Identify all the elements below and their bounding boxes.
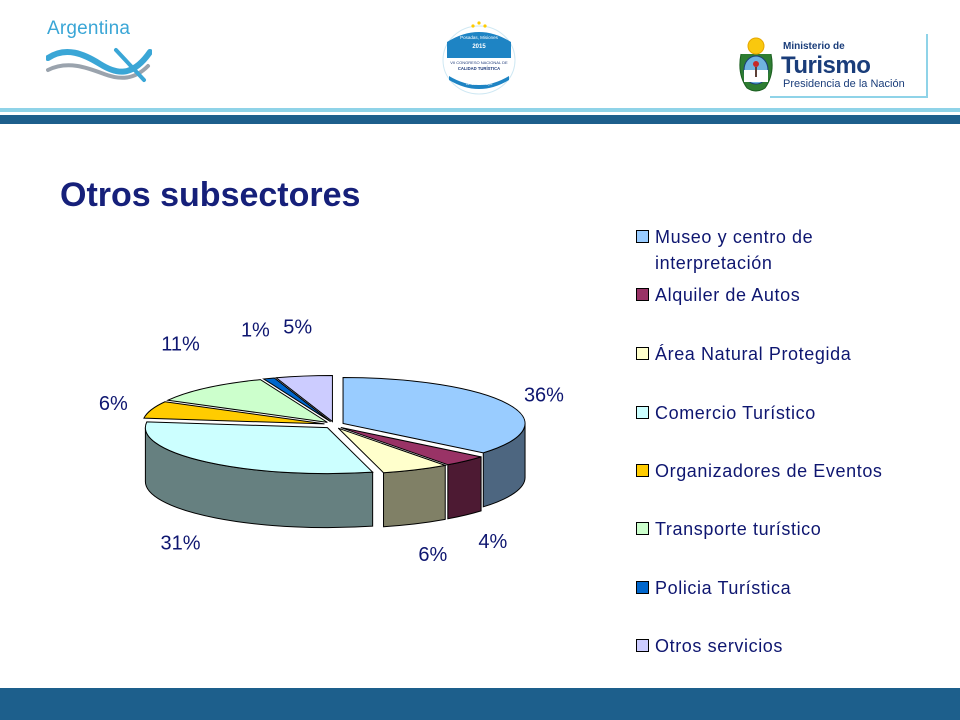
pie-slice-4 xyxy=(143,401,325,425)
pie-slice-7 xyxy=(274,375,333,423)
pie-tops xyxy=(143,375,526,475)
pie-slice-5 xyxy=(166,379,328,423)
legend-swatch-organizadores xyxy=(636,464,649,477)
pie-side-2 xyxy=(383,464,446,528)
pie-label-6: 1% xyxy=(241,320,270,342)
argentina-wave-logo xyxy=(46,48,152,82)
congress-logo-date: 11-12-13 Mayo xyxy=(466,81,493,86)
legend-label-transporte: Transporte turístico xyxy=(655,519,822,539)
legend-label-alquiler: Alquiler de Autos xyxy=(655,285,801,305)
legend-label-organizadores: Organizadores de Eventos xyxy=(655,461,883,481)
congress-logo-year: 2015 xyxy=(472,44,486,50)
legend-label-policia: Policia Turística xyxy=(655,578,792,598)
ministry-line-2: Turismo xyxy=(781,52,871,79)
pie-chart: 36% 4% 6% 31% 6% 11% 1% 5% xyxy=(99,316,564,566)
congress-logo: Posadas, Misiones 2015 VII CONGRESO NACI… xyxy=(442,21,516,95)
pie-label-0: 36% xyxy=(524,385,564,407)
legend-label-area-natural: Área Natural Protegida xyxy=(655,344,852,364)
pie-label-4: 6% xyxy=(99,393,128,415)
pie-slice-6 xyxy=(262,377,331,423)
header-divider-dark xyxy=(0,115,960,124)
ministry-logo-frame xyxy=(770,34,928,98)
congress-logo-line1: VII CONGRESO NACIONAL DE xyxy=(450,60,508,65)
national-seal-icon xyxy=(739,37,773,92)
slide-footer-bar xyxy=(0,688,960,720)
legend-swatch-comercio xyxy=(636,406,649,419)
pie-slice-2 xyxy=(337,427,448,474)
legend-swatch-area-natural xyxy=(636,347,649,360)
pie-slice-0 xyxy=(342,377,526,454)
legend-swatch-policia xyxy=(636,581,649,594)
pie-label-3: 31% xyxy=(161,533,201,555)
header-divider-light xyxy=(0,108,960,112)
legend-label-otros: Otros servicios xyxy=(655,636,784,656)
pie-slice-1 xyxy=(340,427,482,466)
pie-labels: 36% 4% 6% 31% 6% 11% 1% 5% xyxy=(99,316,564,566)
ministry-line-3: Presidencia de la Nación xyxy=(783,78,905,90)
legend-swatch-alquiler xyxy=(636,288,649,301)
pie-slice-3 xyxy=(144,421,374,475)
legend-swatch-museo xyxy=(636,230,649,243)
congress-logo-line2: CALIDAD TURÍSTICA xyxy=(458,66,500,71)
legend-swatch-otros xyxy=(636,639,649,652)
legend-label-comercio: Comercio Turístico xyxy=(655,403,816,423)
slide-title: Otros subsectores xyxy=(60,176,361,214)
legend-label-museo: Museo y centro de interpretación xyxy=(655,227,814,273)
pie-label-2: 6% xyxy=(418,544,447,566)
legend-swatch-transporte xyxy=(636,522,649,535)
pie-label-1: 4% xyxy=(478,531,507,553)
ministry-line-1: Ministerio de xyxy=(783,41,845,52)
argentina-brand-text: Argentina xyxy=(47,18,131,39)
pie-label-5: 11% xyxy=(161,333,200,355)
pie-side-1 xyxy=(447,456,482,520)
congress-logo-place: Posadas, Misiones xyxy=(460,35,499,40)
pie-label-7: 5% xyxy=(283,316,312,338)
slide-header: Argentina Posadas, Misiones 2015 VII CON… xyxy=(0,0,960,124)
